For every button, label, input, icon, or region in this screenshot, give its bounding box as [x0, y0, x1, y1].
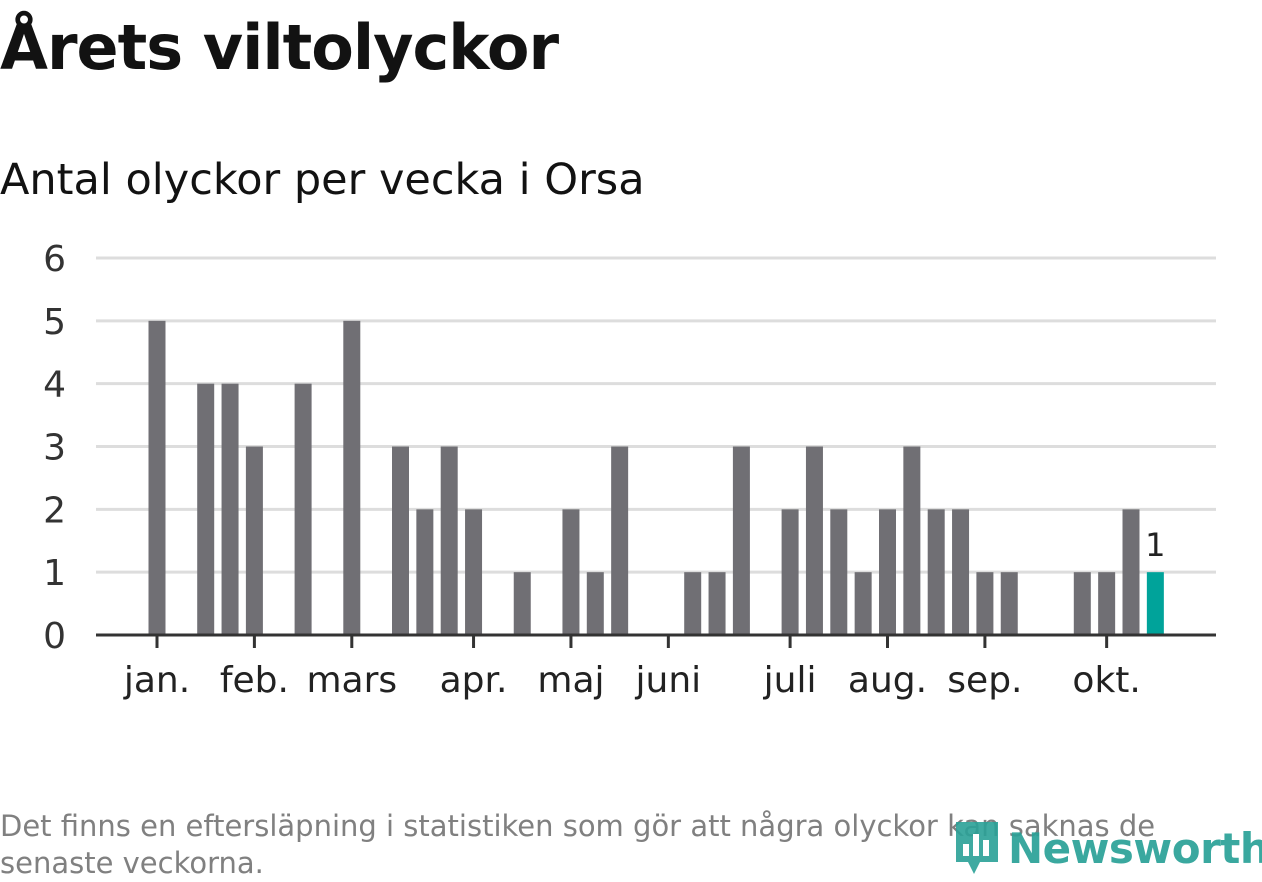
bar	[392, 446, 409, 635]
x-tick-label: sep.	[947, 660, 1022, 700]
bar	[343, 320, 361, 635]
bar	[781, 509, 799, 635]
bar	[562, 509, 580, 635]
bar	[952, 509, 970, 635]
gridlines	[96, 256, 1216, 574]
bar	[416, 509, 434, 635]
newsworthy-logo-icon	[956, 822, 998, 874]
bar-highlight	[1146, 572, 1164, 635]
highlight-data-label: 1	[1145, 526, 1165, 564]
bar	[513, 572, 531, 635]
y-tick-label: 3	[43, 428, 66, 469]
x-tick-label: juni	[635, 660, 702, 700]
x-tick-label: apr.	[440, 660, 508, 700]
y-tick-label: 5	[43, 302, 66, 343]
bar	[830, 509, 848, 635]
bar	[854, 572, 872, 635]
chart-subtitle: Antal olyckor per vecka i Orsa	[0, 155, 645, 205]
bar	[465, 509, 483, 635]
bar	[684, 572, 702, 635]
bars: 1	[148, 320, 1166, 635]
axes: 0 1 2 3 4 5 6 jan. feb. mars apr. maj juni juli aug. se…	[43, 239, 1216, 700]
bar	[245, 446, 263, 635]
bar	[1098, 572, 1116, 635]
y-tick-label: 0	[43, 616, 66, 657]
bar	[927, 509, 945, 635]
bar	[294, 383, 312, 635]
bar	[1122, 509, 1140, 635]
bar	[148, 320, 166, 635]
y-tick-label: 2	[43, 490, 66, 531]
x-tick-label: maj	[537, 660, 604, 700]
bar	[586, 572, 604, 635]
bar	[879, 509, 896, 635]
bar	[197, 383, 215, 635]
chart-title: Årets viltolyckor	[0, 11, 559, 84]
x-tick-label: okt.	[1072, 660, 1140, 700]
logo-text: Newsworthy	[1008, 823, 1262, 873]
x-tick-label: mars	[306, 660, 397, 700]
x-tick-label: juli	[763, 660, 817, 700]
x-tick-label: aug.	[848, 660, 927, 700]
bar	[221, 383, 239, 635]
bar	[805, 446, 823, 635]
bar	[611, 446, 629, 635]
bar	[708, 572, 726, 635]
y-tick-label: 4	[43, 365, 66, 406]
newsworthy-logo[interactable]: Newsworthy	[952, 818, 1262, 878]
bar	[903, 446, 921, 635]
bar	[1073, 572, 1091, 635]
x-tick-label: jan.	[123, 660, 190, 700]
bar	[976, 572, 994, 635]
y-tick-label: 6	[43, 239, 66, 280]
bar-chart: 1 0 1 2 3 4 5 6 jan. feb. mars apr. maj juni juli aug.…	[43, 239, 1216, 700]
bar	[1000, 572, 1018, 635]
x-tick-label: feb.	[220, 660, 289, 700]
bar	[732, 446, 750, 635]
bar	[440, 446, 458, 635]
y-tick-label: 1	[43, 553, 66, 594]
